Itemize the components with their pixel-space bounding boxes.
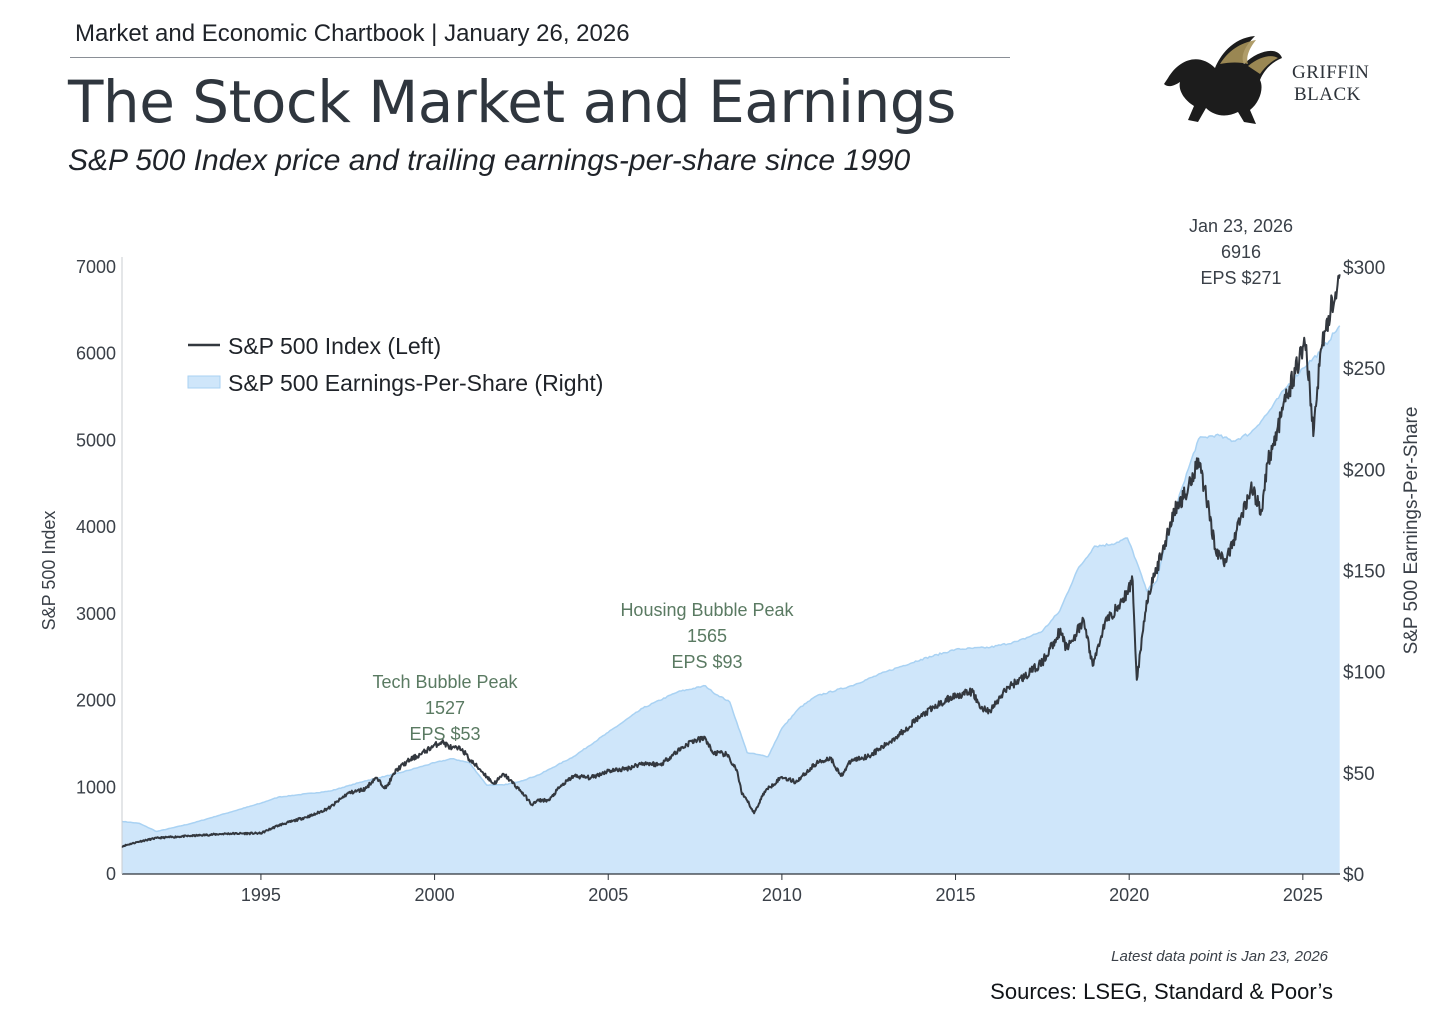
right-axis-tick: $200 <box>1343 460 1385 481</box>
left-axis-tick: 7000 <box>76 257 116 277</box>
chart-legend: S&P 500 Index (Left) S&P 500 Earnings-Per… <box>187 333 603 396</box>
x-axis-tick: 2000 <box>415 885 455 905</box>
chartbook-header: Market and Economic Chartbook | January … <box>75 20 630 47</box>
x-axis-tick: 2020 <box>1109 885 1149 905</box>
left-axis-tick: 2000 <box>76 691 116 711</box>
annotation-text: Tech Bubble Peak <box>372 672 518 692</box>
brand-name: GRIFFIN BLACK <box>1292 62 1369 106</box>
latest-data-note: Latest data point is Jan 23, 2026 <box>1111 948 1328 965</box>
eps-area-layer <box>121 325 1341 874</box>
right-axis-tick: $150 <box>1343 562 1385 583</box>
annotation-text: EPS $53 <box>409 724 480 744</box>
x-axis-tick: 1995 <box>241 885 281 905</box>
left-axis-tick: 5000 <box>76 430 116 450</box>
x-axis-tick: 2025 <box>1283 885 1323 905</box>
annotation-text: 1527 <box>425 698 465 718</box>
annotation-text: Housing Bubble Peak <box>620 600 794 620</box>
left-axis-tick: 4000 <box>76 517 116 537</box>
annotation-text: 6916 <box>1221 242 1261 262</box>
annotation-text: EPS $271 <box>1200 268 1281 288</box>
eps-area-edge <box>121 325 1341 833</box>
x-axis-tick: 2010 <box>762 885 802 905</box>
left-axis-tick: 1000 <box>76 777 116 797</box>
page-title: The Stock Market and Earnings <box>68 68 956 136</box>
index-line-layer <box>121 274 1341 848</box>
right-axis-label: S&P 500 Earnings-Per-Share <box>1401 407 1422 655</box>
chart-annotations: Tech Bubble Peak 1527 EPS $53 Housing Bubbl… <box>372 216 1293 744</box>
left-axis-tick: 0 <box>106 864 116 884</box>
right-axis-tick: $50 <box>1343 764 1375 785</box>
left-axis-label: S&P 500 Index <box>39 511 59 631</box>
griffin-emblem-icon <box>1164 36 1282 124</box>
legend-swatch-eps <box>187 375 221 389</box>
x-axis-tick: 2015 <box>936 885 976 905</box>
right-axis-tick: $0 <box>1343 865 1364 886</box>
right-axis-tick: $100 <box>1343 663 1385 684</box>
annotation-text: Jan 23, 2026 <box>1189 216 1293 236</box>
right-axis-tick: $250 <box>1343 359 1385 380</box>
stock-earnings-chart: 0 1000 2000 3000 4000 5000 6000 7000 $0 $50 $100 $1… <box>39 216 1422 905</box>
legend-label-eps: S&P 500 Earnings-Per-Share (Right) <box>228 370 603 396</box>
brand-line-2: BLACK <box>1294 84 1361 105</box>
legend-label-index: S&P 500 Index (Left) <box>228 333 441 359</box>
eps-area <box>122 325 1340 874</box>
brand-line-1: GRIFFIN <box>1292 62 1370 83</box>
left-axis-tick: 3000 <box>76 604 116 624</box>
annotation-text: 1565 <box>687 626 727 646</box>
axis-layer: 0 1000 2000 3000 4000 5000 6000 7000 $0 $50 $100 $1… <box>39 257 1422 905</box>
annotation-text: EPS $93 <box>671 652 742 672</box>
left-axis-tick: 6000 <box>76 344 116 364</box>
x-axis-tick: 2005 <box>588 885 628 905</box>
sp500-index-line <box>121 274 1341 848</box>
header-divider <box>70 57 1010 58</box>
sources-note: Sources: LSEG, Standard & Poor’s <box>990 979 1333 1004</box>
right-axis-tick: $300 <box>1343 258 1385 279</box>
page-subtitle: S&P 500 Index price and trailing earning… <box>68 144 911 177</box>
